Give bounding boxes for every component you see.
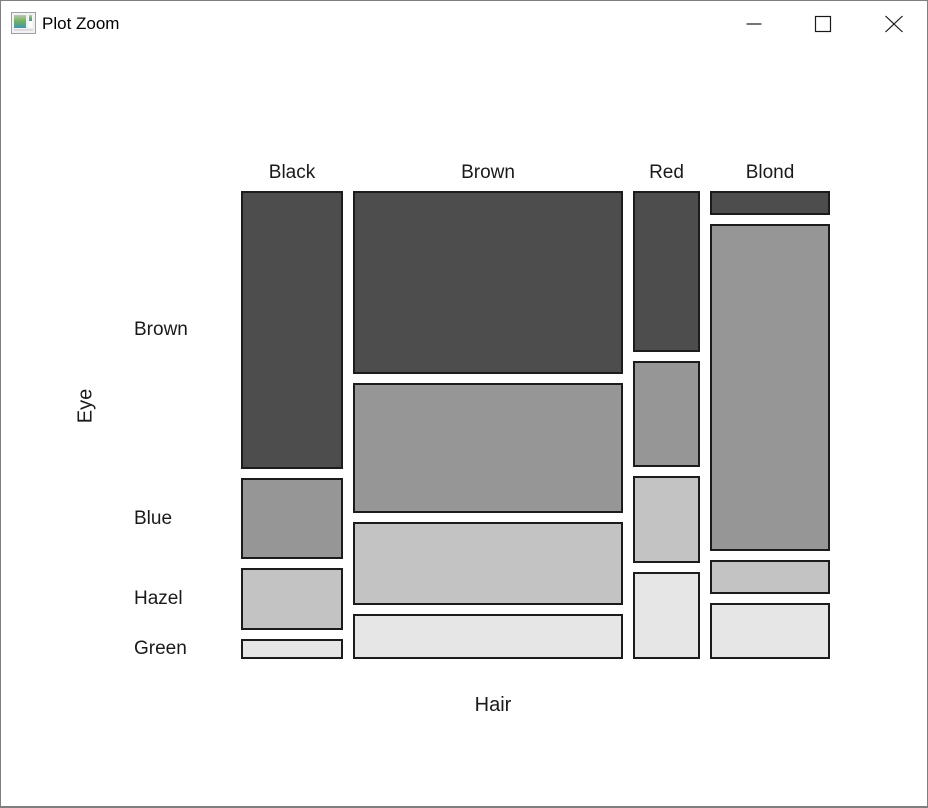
plot-thumbnail-icon xyxy=(11,12,36,34)
column-label: Black xyxy=(268,162,316,183)
mosaic-tile xyxy=(353,191,623,374)
row-label: Hazel xyxy=(134,588,183,609)
titlebar[interactable]: Plot Zoom xyxy=(1,1,927,47)
mosaic-tile xyxy=(633,476,700,563)
column-label: Brown xyxy=(461,162,515,183)
mosaic-tile xyxy=(353,383,623,513)
close-button[interactable] xyxy=(877,7,911,41)
column-label: Blond xyxy=(745,162,795,183)
minimize-button[interactable] xyxy=(737,7,771,41)
maximize-icon xyxy=(814,15,832,33)
row-label: Brown xyxy=(134,319,188,340)
mosaic-tile xyxy=(710,603,830,659)
mosaic-tile xyxy=(710,224,830,551)
mosaic-tile xyxy=(633,572,700,659)
mosaic-tile xyxy=(710,560,830,594)
mosaic-tile xyxy=(241,478,343,559)
mosaic-tile xyxy=(633,361,700,467)
maximize-button[interactable] xyxy=(806,7,840,41)
mosaic-tile xyxy=(241,568,343,630)
row-label: Green xyxy=(134,638,187,659)
mosaic-tile xyxy=(353,522,623,605)
mosaic-tile xyxy=(353,614,623,659)
close-icon xyxy=(885,15,903,33)
x-axis-label: Hair xyxy=(474,694,512,716)
mosaic-tile xyxy=(710,191,830,215)
window-title: Plot Zoom xyxy=(42,14,120,33)
minimize-icon xyxy=(746,23,762,25)
mosaic-tile xyxy=(241,191,343,469)
row-label: Blue xyxy=(134,508,173,529)
mosaic-tile xyxy=(633,191,700,352)
y-axis-label: Eye xyxy=(74,388,97,424)
column-label: Red xyxy=(649,162,684,183)
mosaic-tile xyxy=(241,639,343,659)
